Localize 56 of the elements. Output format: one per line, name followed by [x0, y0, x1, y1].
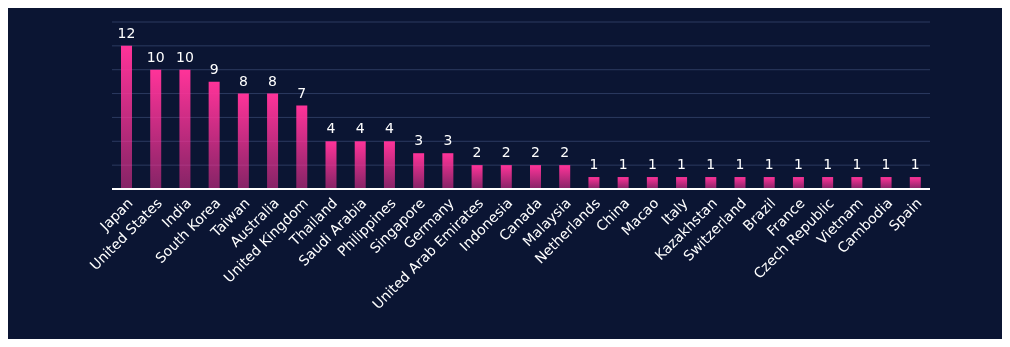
- bar: [121, 45, 132, 189]
- bar: [705, 177, 717, 189]
- bar: [559, 165, 571, 189]
- bar: [296, 105, 308, 189]
- bar: [179, 69, 191, 189]
- bar: [676, 177, 688, 189]
- data-label: 2: [531, 144, 540, 161]
- data-label: 1: [706, 156, 716, 173]
- data-label: 7: [297, 84, 307, 101]
- bar: [354, 141, 366, 189]
- data-label: 1: [852, 156, 862, 173]
- data-label: 4: [355, 120, 365, 137]
- data-label: 1: [881, 156, 891, 173]
- bar: [792, 177, 804, 189]
- data-label: 1: [793, 156, 803, 173]
- bar: [530, 165, 541, 189]
- data-label: 4: [326, 120, 336, 137]
- data-label: 2: [472, 144, 482, 161]
- bar: [325, 141, 337, 189]
- bar: [237, 93, 249, 189]
- data-label: 8: [268, 72, 278, 89]
- data-label: 3: [443, 132, 453, 149]
- data-label: 1: [735, 156, 745, 173]
- bar: [851, 177, 863, 189]
- bar: [909, 177, 921, 189]
- bar: [267, 93, 279, 189]
- data-label: 1: [647, 156, 657, 173]
- data-label: 2: [560, 144, 570, 161]
- data-label: 12: [117, 24, 136, 41]
- bar: [383, 141, 395, 189]
- bar: [617, 177, 629, 189]
- data-label: 1: [823, 156, 833, 173]
- bar: [413, 153, 425, 189]
- bar: [208, 81, 220, 189]
- bar: [734, 177, 746, 189]
- data-label: 8: [238, 72, 248, 89]
- bar: [822, 177, 834, 189]
- bar: [150, 69, 162, 189]
- bar: [588, 177, 600, 189]
- data-label: 1: [910, 156, 920, 173]
- data-label: 2: [501, 144, 511, 161]
- bar: [500, 165, 512, 189]
- data-label: 1: [618, 156, 628, 173]
- bar: [442, 153, 454, 189]
- data-label: 1: [764, 156, 774, 173]
- bar: [646, 177, 658, 189]
- bar: [880, 177, 892, 189]
- data-label: 1: [677, 156, 687, 173]
- data-label: 10: [176, 48, 194, 65]
- data-label: 1: [589, 156, 599, 173]
- data-label: 10: [146, 48, 165, 65]
- data-label: 9: [209, 60, 219, 77]
- bar: [471, 165, 483, 189]
- data-label: 4: [384, 120, 394, 137]
- bar: [763, 177, 775, 189]
- data-label: 3: [414, 132, 424, 149]
